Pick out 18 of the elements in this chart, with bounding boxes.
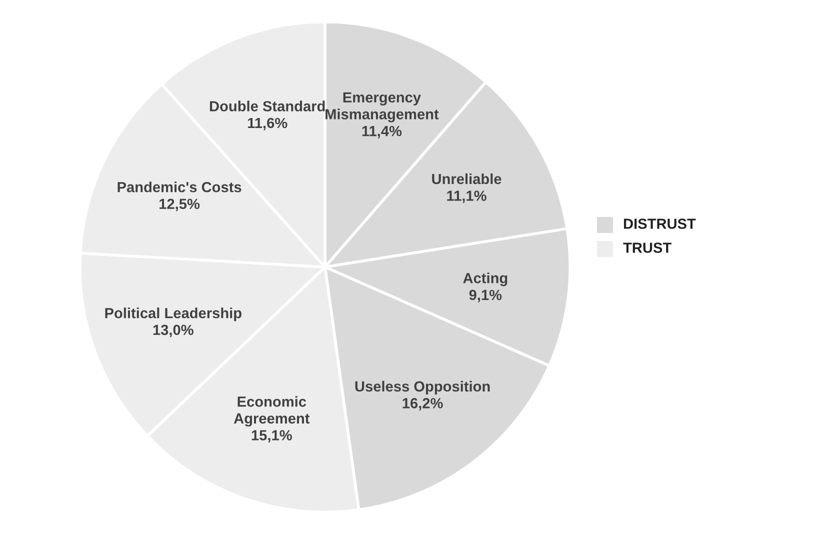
slice-label: Unreliable <box>432 173 502 184</box>
data-label: 11,4% <box>362 126 402 138</box>
text: TRUST <box>623 242 672 253</box>
slice-label: Economic Agreement <box>234 396 310 427</box>
slice-label: Useless Opposition <box>355 380 490 394</box>
slice-label: Double Standard <box>210 100 325 112</box>
slice-label: Political Leadership <box>105 308 242 322</box>
data-label: 9,1% <box>469 290 502 302</box>
text: DISTRUST <box>624 218 696 229</box>
slice-label: Emergency Mismanagement <box>326 92 439 122</box>
slice-label: Pandemic's Costs <box>118 182 242 192</box>
data-label: 16,2% <box>402 398 443 410</box>
data-label: 13,0% <box>153 324 194 338</box>
data-label: 15,1% <box>252 430 292 443</box>
data-label: 11,1% <box>447 190 486 204</box>
data-label: 11,6% <box>248 118 288 130</box>
data-label: 12,5% <box>160 198 200 212</box>
slice-label: Acting <box>463 272 508 286</box>
